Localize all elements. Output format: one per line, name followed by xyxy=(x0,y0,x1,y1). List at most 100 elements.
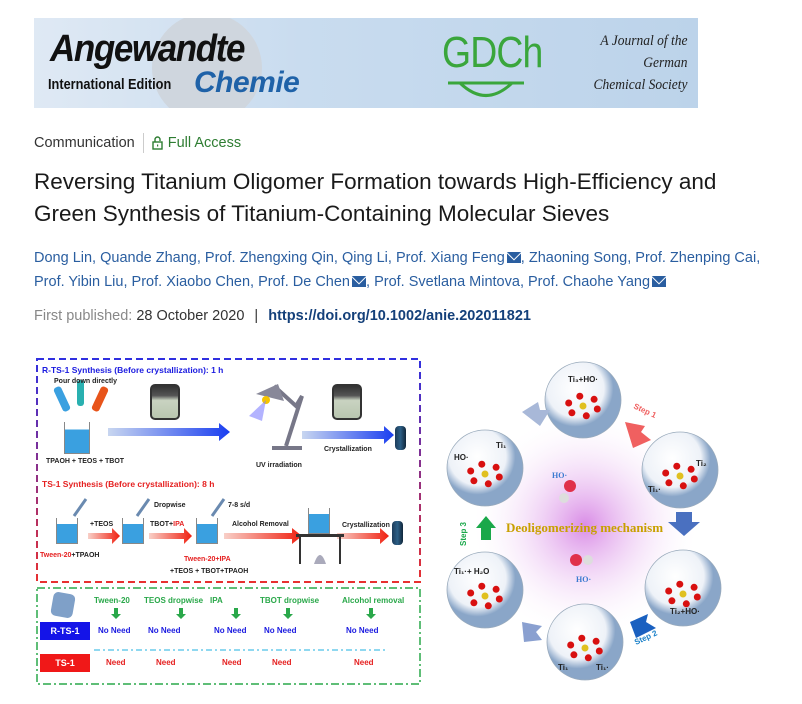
society-text: A Journal of the German Chemical Society xyxy=(594,30,688,96)
ho-label: HO· xyxy=(576,575,591,584)
oxygen-atom xyxy=(662,469,670,477)
test-tubes-icon xyxy=(53,380,109,412)
journal-banner[interactable]: Angewandte International Edition Chemie … xyxy=(34,18,698,108)
row-label: TS-1 xyxy=(40,654,90,672)
label-part: TBOT+ xyxy=(150,521,174,528)
table-header: Alcohol removal xyxy=(342,596,405,605)
bubble-label: Ti₁· xyxy=(648,485,661,494)
article-header: Reversing Titanium Oligomer Formation to… xyxy=(34,166,779,326)
oxygen-atom xyxy=(567,641,575,649)
titanium-atom xyxy=(581,644,589,652)
mechanism-figure: Ti₃+HO· Ti₂ Ti₁· Ti₂+HO· Ti₁ Ti₁· Ti₁·+ H₂O HO·… xyxy=(446,361,722,681)
table-cell: Need xyxy=(106,658,126,667)
oxygen-atom xyxy=(565,399,573,407)
molecule-bubble xyxy=(544,361,622,439)
label: Pour down directly xyxy=(54,378,118,385)
author-name[interactable]: Dong Lin xyxy=(34,250,93,266)
bubble-label: Ti₁ xyxy=(496,441,507,450)
lock-icon xyxy=(152,136,163,150)
label: Dropwise xyxy=(154,502,186,509)
table-cell: Need xyxy=(272,658,292,667)
author-name[interactable]: Zhaoning Song xyxy=(528,250,628,266)
oxygen-atom xyxy=(593,405,601,413)
bubble-label: Ti₁·+ H₂O xyxy=(454,567,489,576)
label-part: IPA xyxy=(173,521,185,528)
row-label: R-TS-1 xyxy=(40,622,90,640)
table-cell: No Need xyxy=(214,626,247,635)
oxygen-atom xyxy=(679,482,687,490)
bubble-label: Ti₁· xyxy=(596,663,609,672)
beaker-icon xyxy=(196,518,218,544)
oxygen-atom xyxy=(484,602,492,610)
author-name[interactable]: Quande Zhang xyxy=(100,250,197,266)
society-line: Chemical Society xyxy=(593,77,688,93)
oxygen-atom xyxy=(668,597,676,605)
table-cell: No Need xyxy=(148,626,181,635)
oxygen-atom xyxy=(470,599,478,607)
oxygen-atom xyxy=(582,412,590,420)
oxygen-atom xyxy=(584,654,592,662)
journal-name-chemie: Chemie xyxy=(194,66,300,99)
ho-label: HO· xyxy=(552,471,567,480)
molecule-bubble xyxy=(644,549,722,627)
oxygen-atom xyxy=(665,479,673,487)
label: Crystallization xyxy=(324,446,372,453)
label: Tween-20+TPAOH xyxy=(40,552,99,559)
table-cell: No Need xyxy=(264,626,297,635)
access-badge[interactable]: Full Access xyxy=(152,135,241,151)
email-icon[interactable] xyxy=(652,276,667,287)
step-3-label: Step 3 xyxy=(459,521,468,546)
author-name[interactable]: Prof. Yibin Liu xyxy=(34,274,124,290)
table-cell: No Need xyxy=(346,626,379,635)
oxygen-atom xyxy=(467,589,475,597)
article-meta: Communication Full Access xyxy=(34,133,241,153)
society-line: A Journal of the xyxy=(600,33,688,49)
label-part: +TPAOH xyxy=(71,552,100,559)
author-name[interactable]: Prof. Xiaobo Chen xyxy=(131,274,251,290)
author-name[interactable]: Prof. De Chen xyxy=(258,274,350,290)
oxygen-atom xyxy=(590,395,598,403)
label: 7-8 s/d xyxy=(228,502,251,509)
oxygen-atom xyxy=(492,585,500,593)
cycle-arrows xyxy=(476,402,700,642)
bubble-label: Ti₂+HO· xyxy=(670,607,700,616)
product-cylinder-icon xyxy=(392,521,403,545)
author-name[interactable]: Prof. Chaohe Yang xyxy=(528,274,651,290)
oxygen-atom xyxy=(570,651,578,659)
table-cell: Need xyxy=(222,658,242,667)
sample-jar-icon xyxy=(150,384,180,420)
author-name[interactable]: Prof. Zhenping Cai xyxy=(635,250,757,266)
table-header: Tween-20 xyxy=(94,596,130,605)
author-name[interactable]: Qing Li xyxy=(341,250,388,266)
oxygen-atom xyxy=(578,634,586,642)
oxygen-atom xyxy=(495,473,503,481)
oxygen-atom xyxy=(673,462,681,470)
email-icon[interactable] xyxy=(506,252,521,263)
oxygen-atom xyxy=(665,587,673,595)
banner-decoration xyxy=(152,18,262,108)
bubble-label: Ti₂ xyxy=(696,459,707,468)
label: Tween-20+IPA xyxy=(184,556,231,563)
author-name[interactable]: Prof. Xiang Feng xyxy=(395,250,505,266)
label: Crystallization xyxy=(342,522,390,529)
crystal-icon xyxy=(50,592,76,618)
ts1-title: TS-1 Synthesis (Before crystallization):… xyxy=(42,479,215,489)
oxygen-atom xyxy=(676,580,684,588)
gdch-bowl-icon xyxy=(448,81,524,97)
oxygen-atom xyxy=(595,647,603,655)
sample-jar-icon xyxy=(332,384,362,420)
table-header: TEOS dropwise xyxy=(144,596,204,605)
beaker-icon xyxy=(308,508,330,534)
oxygen-atom xyxy=(690,583,698,591)
publication-info: First published: 28 October 2020 | https… xyxy=(34,306,779,326)
access-label: Full Access xyxy=(167,135,242,151)
label: TPAOH + TEOS + TBOT xyxy=(46,458,125,465)
titanium-atom xyxy=(679,590,687,598)
doi-link[interactable]: https://doi.org/10.1002/anie.202011821 xyxy=(268,308,531,324)
beaker-icon xyxy=(64,422,90,454)
email-icon[interactable] xyxy=(352,276,366,287)
oxygen-atom xyxy=(682,600,690,608)
author-name[interactable]: Prof. Svetlana Mintova xyxy=(374,274,520,290)
author-name[interactable]: Prof. Zhengxing Qin xyxy=(204,250,334,266)
bubble-label: Ti₁ xyxy=(558,663,569,672)
